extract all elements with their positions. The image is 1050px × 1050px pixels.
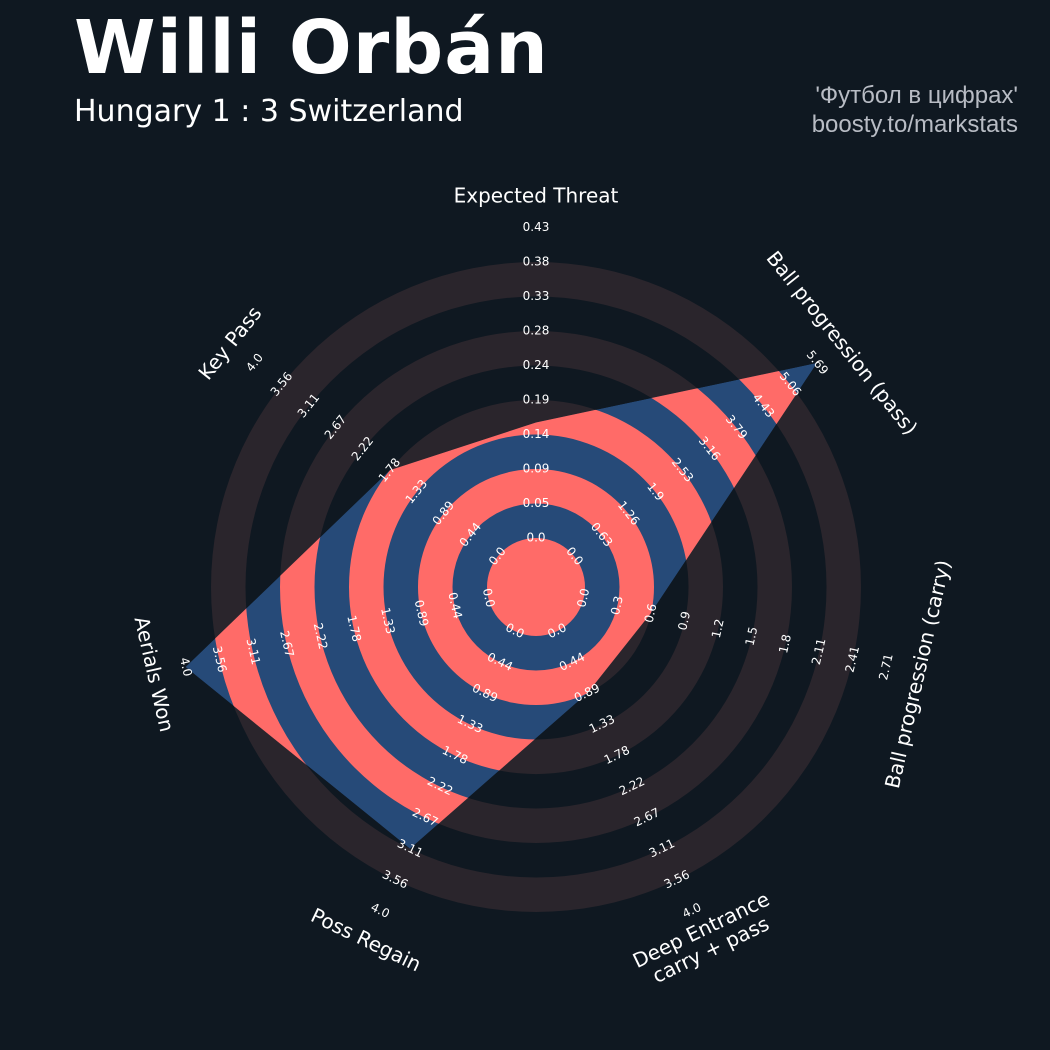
tick-label: 0.33	[523, 289, 550, 303]
tick-label: 1.5	[743, 625, 761, 647]
tick-label: 0.09	[523, 462, 550, 476]
tick-label: 0.28	[523, 324, 550, 338]
tick-label: 2.41	[843, 645, 863, 674]
credit-block: 'Футбол в цифрах' boosty.to/markstats	[812, 82, 1018, 140]
player-polygon-group	[185, 362, 818, 849]
parameter-label: Expected Threat	[454, 184, 619, 208]
tick-label: 4.0	[243, 351, 266, 375]
tick-label: 0.05	[523, 496, 550, 510]
tick-label: 1.33	[378, 606, 398, 635]
tick-label: 3.56	[210, 645, 230, 674]
tick-label: 0.43	[523, 220, 550, 234]
tick-label: 4.0	[177, 656, 195, 678]
tick-label: 0.19	[523, 393, 550, 407]
tick-label: 2.67	[277, 629, 297, 658]
player-center-band	[487, 538, 585, 636]
credit-line-1: 'Футбол в цифрах'	[815, 82, 1018, 109]
tick-label: 0.9	[675, 610, 693, 632]
parameter-label: Poss Regain	[307, 903, 425, 976]
tick-label: 1.8	[776, 633, 794, 655]
parameter-label: Deep Entrancecarry + pass	[629, 887, 783, 993]
tick-label: 4.0	[369, 900, 392, 921]
player-name-title: Willi Orbán	[74, 5, 549, 91]
parameter-label: Aerials Won	[130, 614, 180, 734]
tick-label: 2.22	[311, 622, 331, 651]
tick-label: 3.11	[243, 637, 263, 666]
tick-label: 2.71	[876, 652, 896, 681]
tick-label: 0.0	[480, 587, 498, 609]
tick-label: 0.0	[574, 587, 592, 609]
tick-label: 0.89	[412, 599, 432, 628]
tick-label: 0.14	[523, 427, 550, 441]
tick-label: 0.38	[523, 255, 550, 269]
tick-label: 1.2	[709, 618, 727, 640]
tick-label: 0.6	[642, 602, 660, 624]
tick-label: 2.11	[809, 637, 829, 666]
tick-label: 0.0	[526, 531, 545, 545]
tick-label: 0.44	[445, 591, 465, 620]
tick-label: 0.24	[523, 358, 550, 372]
tick-label: 0.3	[608, 595, 626, 617]
tick-label: 1.78	[344, 614, 364, 643]
credit-line-2: boosty.to/markstats	[811, 110, 1018, 138]
match-subtitle: Hungary 1 : 3 Switzerland	[74, 94, 464, 129]
